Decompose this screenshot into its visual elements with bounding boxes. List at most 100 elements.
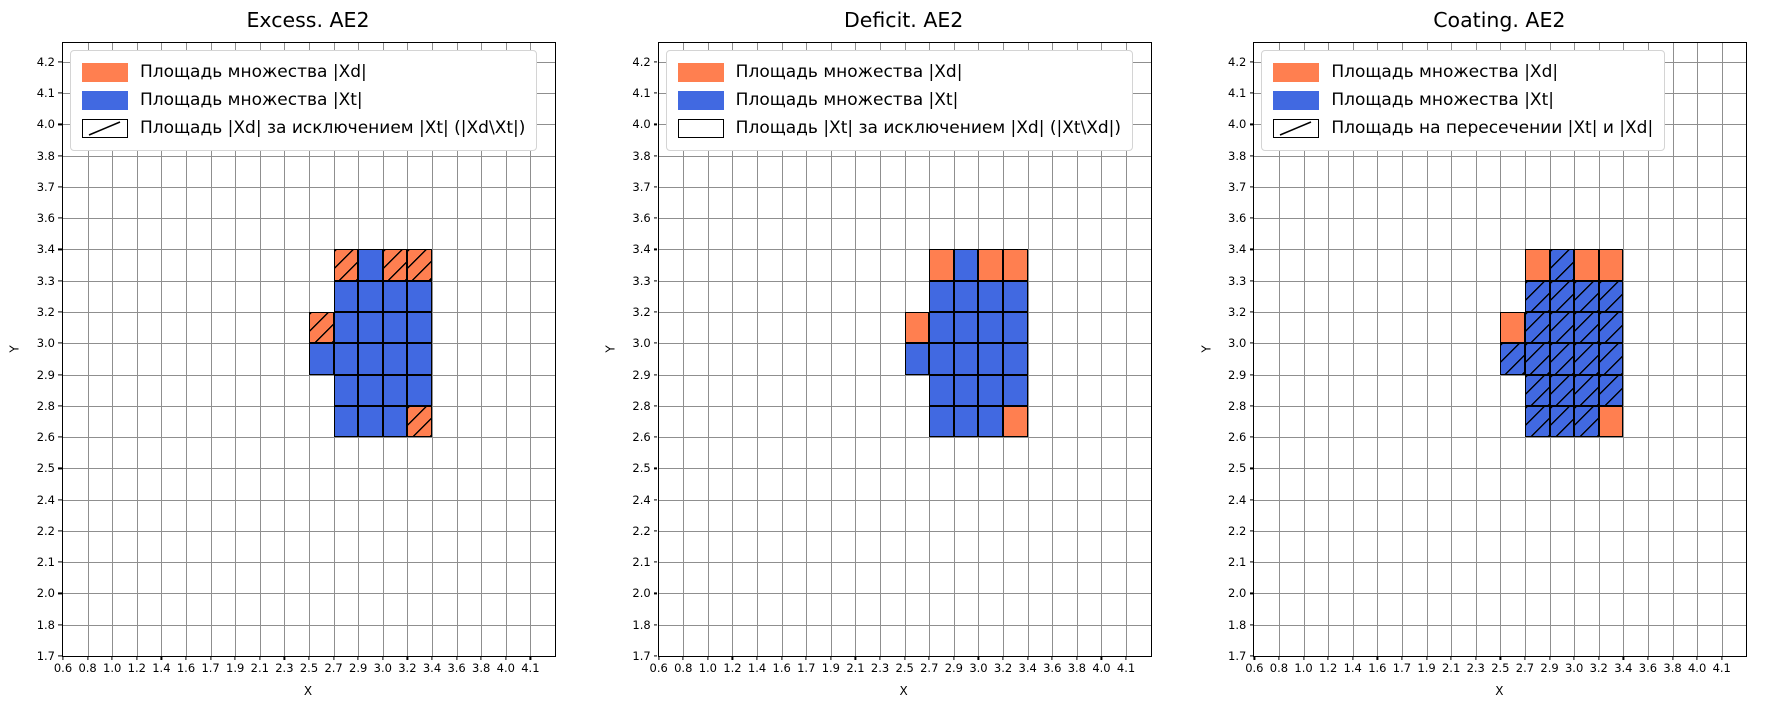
grid-cell-xt <box>929 405 954 438</box>
gridline-horizontal <box>658 374 1151 376</box>
gridline-horizontal <box>63 186 555 188</box>
y-tick-label: 2.0 <box>632 586 651 601</box>
legend-swatch-xd-icon <box>677 62 724 82</box>
x-tick-mark <box>382 656 384 660</box>
x-tick-label: 2.3 <box>1466 661 1485 675</box>
y-tick-label: 1.8 <box>36 617 55 632</box>
y-tick-mark <box>1249 373 1254 376</box>
y-tick-mark <box>58 92 62 94</box>
y-tick-mark <box>653 61 658 63</box>
y-tick-label: 3.6 <box>1228 211 1247 226</box>
y-tick-mark <box>58 280 62 282</box>
x-tick-mark <box>879 656 881 660</box>
x-tick-mark <box>1524 656 1526 660</box>
grid-cell-xt <box>1598 343 1624 375</box>
y-tick-mark <box>1249 655 1254 657</box>
grid-cell-xt <box>953 249 979 281</box>
gridline-horizontal <box>63 593 555 595</box>
gridline-vertical <box>1303 43 1305 656</box>
x-tick-mark <box>1450 656 1452 660</box>
y-tick-mark <box>58 311 62 313</box>
legend-label: Площадь множества |Xd| <box>735 62 963 82</box>
y-tick-mark <box>1249 311 1254 313</box>
gridline-horizontal <box>63 374 555 376</box>
axes: 0.6 0.8 1.0 1.2 1.4 1.6 1.7 1.9 2.1 2.3 2.5 2.7 2.9 3… <box>632 42 1152 675</box>
grid-cell-xt <box>407 311 432 344</box>
x-tick-mark <box>781 656 783 660</box>
x-tick-label: 1.6 <box>176 661 196 675</box>
x-tick-mark <box>1499 656 1501 660</box>
gridline-horizontal <box>1254 468 1747 470</box>
grid-cell-xt <box>1003 280 1028 312</box>
grid-cell-xt <box>1574 280 1599 312</box>
y-tick-mark <box>58 467 62 469</box>
gridline-vertical <box>456 43 458 656</box>
gridline-horizontal <box>658 437 1151 439</box>
y-tick-mark <box>653 405 658 407</box>
gridline-horizontal <box>1254 530 1747 532</box>
grid-cell-xt <box>929 374 954 406</box>
y-tick-label: 2.6 <box>36 430 55 445</box>
gridline-horizontal <box>658 562 1151 564</box>
grid-cell-xt <box>1549 280 1575 312</box>
x-tick-mark <box>1253 656 1255 660</box>
y-tick-mark <box>1249 92 1254 94</box>
y-tick-label: 2.9 <box>1228 367 1247 382</box>
legend-swatch-xt-icon <box>82 90 128 110</box>
y-tick-label: 3.6 <box>632 211 651 226</box>
y-tick-label: 4.0 <box>632 117 651 132</box>
y-tick-label: 3.2 <box>632 304 651 319</box>
grid-cell-xt <box>1500 343 1525 375</box>
legend: Площадь множества |Xd| Площадь множества … <box>1261 50 1666 151</box>
grid-cell-xd <box>904 311 930 344</box>
y-tick-mark <box>1249 561 1254 563</box>
y-tick-label: 3.8 <box>36 148 55 163</box>
x-tick-label: 3.2 <box>993 661 1013 675</box>
y-tick-mark <box>58 499 62 501</box>
x-tick-label: 4.1 <box>1712 661 1731 675</box>
x-tick-mark <box>830 656 832 660</box>
y-tick-label: 3.8 <box>1228 148 1247 163</box>
y-tick-mark <box>653 123 658 125</box>
y-tick-label: 1.7 <box>1228 649 1247 663</box>
y-tick-mark <box>653 92 658 94</box>
grid-cell-xt <box>1598 311 1624 344</box>
y-tick-mark <box>653 280 658 282</box>
gridline-vertical <box>1697 43 1699 656</box>
x-tick-mark <box>136 656 138 660</box>
gridline-vertical <box>186 43 187 656</box>
x-tick-label: 1.6 <box>1368 661 1387 675</box>
x-tick-mark <box>1100 656 1103 660</box>
grid-cell-xt <box>382 405 408 438</box>
y-tick-mark <box>58 123 62 125</box>
grid-cell-xd <box>1598 405 1624 438</box>
x-tick-mark <box>1076 656 1078 660</box>
x-tick-label: 2.1 <box>1441 661 1461 675</box>
x-tick-mark <box>210 656 212 660</box>
legend-swatch-hatch-icon <box>1273 118 1320 138</box>
legend-item: Площадь множества |Xt| <box>82 86 525 114</box>
grid-cell-xd <box>407 249 432 281</box>
y-tick-mark <box>58 530 62 532</box>
x-tick-label: 2.9 <box>1540 661 1559 675</box>
y-tick-label: 3.0 <box>36 336 55 351</box>
x-tick-label: 3.2 <box>398 661 417 675</box>
y-tick-mark <box>58 248 62 250</box>
gridline-horizontal <box>1254 499 1747 501</box>
grid-cell-xt <box>1574 374 1599 406</box>
legend-item: Площадь множества |Xt| <box>677 86 1121 114</box>
x-tick-label: 2.7 <box>324 661 343 675</box>
legend: Площадь множества |Xd| Площадь множества … <box>665 50 1134 151</box>
x-tick-label: 3.0 <box>969 661 988 675</box>
y-tick-mark <box>653 592 658 595</box>
gridline-vertical <box>781 43 783 656</box>
y-tick-label: 2.8 <box>36 398 55 413</box>
y-tick-mark <box>653 467 658 469</box>
y-tick-mark <box>1249 342 1254 344</box>
grid-cell-xd <box>1003 249 1028 281</box>
y-tick-label: 2.5 <box>1228 461 1247 476</box>
grid-cell-xt <box>1003 374 1028 406</box>
x-tick-label: 3.0 <box>1564 661 1584 675</box>
grid-cell-xt <box>929 311 954 344</box>
x-tick-mark <box>1671 656 1674 660</box>
